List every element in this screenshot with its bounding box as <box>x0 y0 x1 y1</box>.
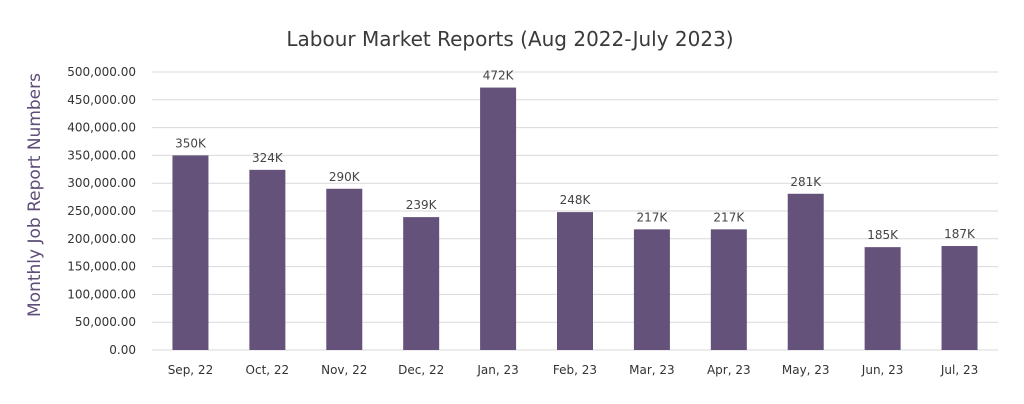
x-tick-label: Oct, 22 <box>246 363 290 377</box>
x-tick-label: May, 23 <box>782 363 830 377</box>
y-tick-label: 350,000.00 <box>67 148 136 162</box>
x-tick-label: Jun, 23 <box>861 363 904 377</box>
bar <box>710 229 747 350</box>
y-tick-label: 100,000.00 <box>67 287 136 301</box>
y-tick-label: 300,000.00 <box>67 176 136 190</box>
y-axis-label: Monthly Job Report Numbers <box>25 73 45 317</box>
x-tick-label: Jul, 23 <box>940 363 978 377</box>
y-tick-label: 450,000.00 <box>67 93 136 107</box>
bar <box>326 188 363 350</box>
data-label: 350K <box>175 136 207 150</box>
data-label: 472K <box>483 69 515 83</box>
data-labels: 350K 324K 290K 239K 472K 248K 217K 217K 281K 185K… <box>175 69 976 243</box>
x-tick-label: Dec, 22 <box>398 363 444 377</box>
bar <box>787 193 824 350</box>
data-label: 187K <box>944 227 976 241</box>
data-label: 217K <box>637 210 669 224</box>
bars <box>172 87 978 351</box>
y-tick-label: 500,000.00 <box>67 65 136 79</box>
y-tick-label: 0.00 <box>109 343 136 357</box>
chart-title: Labour Market Reports (Aug 2022-July 202… <box>286 27 733 51</box>
bar <box>403 217 440 350</box>
x-tick-label: Apr, 23 <box>707 363 751 377</box>
y-tick-label: 400,000.00 <box>67 121 136 135</box>
y-tick-label: 50,000.00 <box>75 315 136 329</box>
y-tick-label: 200,000.00 <box>67 232 136 246</box>
bar <box>941 246 978 350</box>
x-tick-label: Mar, 23 <box>629 363 675 377</box>
bar <box>172 155 209 350</box>
bar <box>633 229 670 350</box>
y-tick-label: 150,000.00 <box>67 260 136 274</box>
x-axis-ticks: Sep, 22 Oct, 22 Nov, 22 Dec, 22 Jan, 23 Feb, … <box>168 363 979 377</box>
data-label: 290K <box>329 170 361 184</box>
data-label: 281K <box>790 175 822 189</box>
data-label: 217K <box>713 210 745 224</box>
bar <box>249 169 286 350</box>
y-tick-label: 250,000.00 <box>67 204 136 218</box>
bar <box>864 247 901 350</box>
x-tick-label: Feb, 23 <box>553 363 597 377</box>
data-label: 239K <box>406 198 438 212</box>
data-label: 324K <box>252 151 284 165</box>
data-label: 185K <box>867 228 899 242</box>
bar <box>557 212 593 350</box>
data-label: 248K <box>560 193 592 207</box>
x-tick-label: Sep, 22 <box>168 363 214 377</box>
x-tick-label: Jan, 23 <box>476 363 518 377</box>
bar <box>480 87 517 351</box>
y-axis-ticks: 0.00 50,000.00 100,000.00 150,000.00 200,000… <box>67 65 136 357</box>
x-tick-label: Nov, 22 <box>321 363 367 377</box>
